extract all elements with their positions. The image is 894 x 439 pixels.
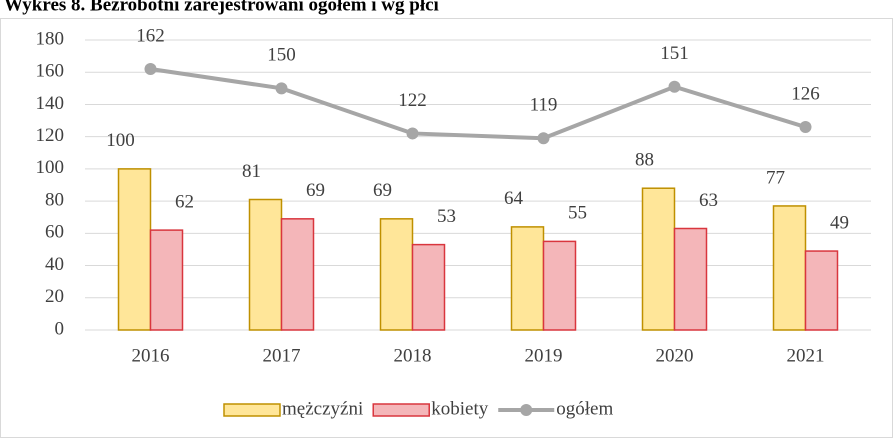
data-label: 49 xyxy=(830,212,849,233)
legend-label: mężczyźni xyxy=(282,398,363,419)
bar xyxy=(673,227,708,331)
bar xyxy=(117,168,152,331)
x-tick-label: 2016 xyxy=(132,345,170,366)
data-label: 53 xyxy=(437,206,456,227)
line-marker xyxy=(668,80,681,93)
data-label: 100 xyxy=(106,130,135,151)
x-tick-label: 2018 xyxy=(394,345,432,366)
data-label: 126 xyxy=(791,83,820,104)
y-tick-label: 40 xyxy=(45,254,64,275)
chart-title: Wykres 8. Bezrobotni zarejestrowani ogół… xyxy=(4,0,439,15)
data-label: 162 xyxy=(136,25,165,46)
bar xyxy=(149,229,184,331)
y-tick-label: 120 xyxy=(36,125,65,146)
data-label: 122 xyxy=(398,90,427,111)
data-label: 55 xyxy=(568,203,587,224)
y-tick-label: 20 xyxy=(45,286,64,307)
legend-label: kobiety xyxy=(431,398,488,419)
line-marker xyxy=(537,132,550,145)
data-label: 63 xyxy=(699,190,718,211)
data-label: 88 xyxy=(635,150,654,171)
y-tick-label: 160 xyxy=(36,61,65,82)
x-tick-label: 2019 xyxy=(525,345,563,366)
line-marker xyxy=(275,82,288,95)
data-label: 69 xyxy=(373,180,392,201)
data-label: 62 xyxy=(175,191,194,212)
x-tick-label: 2017 xyxy=(263,345,301,366)
bar xyxy=(411,243,446,331)
line-marker xyxy=(406,127,419,140)
data-label: 81 xyxy=(242,161,261,182)
x-tick-label: 2021 xyxy=(787,345,825,366)
bar xyxy=(280,218,315,331)
legend-swatch xyxy=(520,404,533,416)
y-tick-label: 80 xyxy=(45,189,64,210)
line xyxy=(150,67,807,141)
bar xyxy=(248,198,283,331)
bar xyxy=(379,218,414,331)
line-marker xyxy=(799,121,812,133)
y-tick-label: 60 xyxy=(45,222,64,243)
y-tick-label: 0 xyxy=(55,318,65,339)
y-tick-label: 140 xyxy=(36,93,65,114)
bar xyxy=(542,240,577,331)
legend-label: ogółem xyxy=(556,398,613,419)
x-tick-label: 2020 xyxy=(656,345,694,366)
data-label: 77 xyxy=(766,167,785,188)
bar xyxy=(772,205,807,331)
bar xyxy=(804,250,839,331)
bar xyxy=(510,226,545,331)
data-label: 64 xyxy=(504,188,524,209)
legend-swatch xyxy=(372,403,430,417)
data-label: 150 xyxy=(267,45,296,66)
bar xyxy=(641,187,676,331)
y-tick-label: 180 xyxy=(36,28,65,49)
line-marker xyxy=(144,63,157,75)
data-label: 119 xyxy=(530,95,558,116)
data-label: 151 xyxy=(660,43,689,64)
data-label: 69 xyxy=(306,180,325,201)
legend-swatch xyxy=(223,403,281,417)
y-tick-label: 100 xyxy=(36,157,65,178)
